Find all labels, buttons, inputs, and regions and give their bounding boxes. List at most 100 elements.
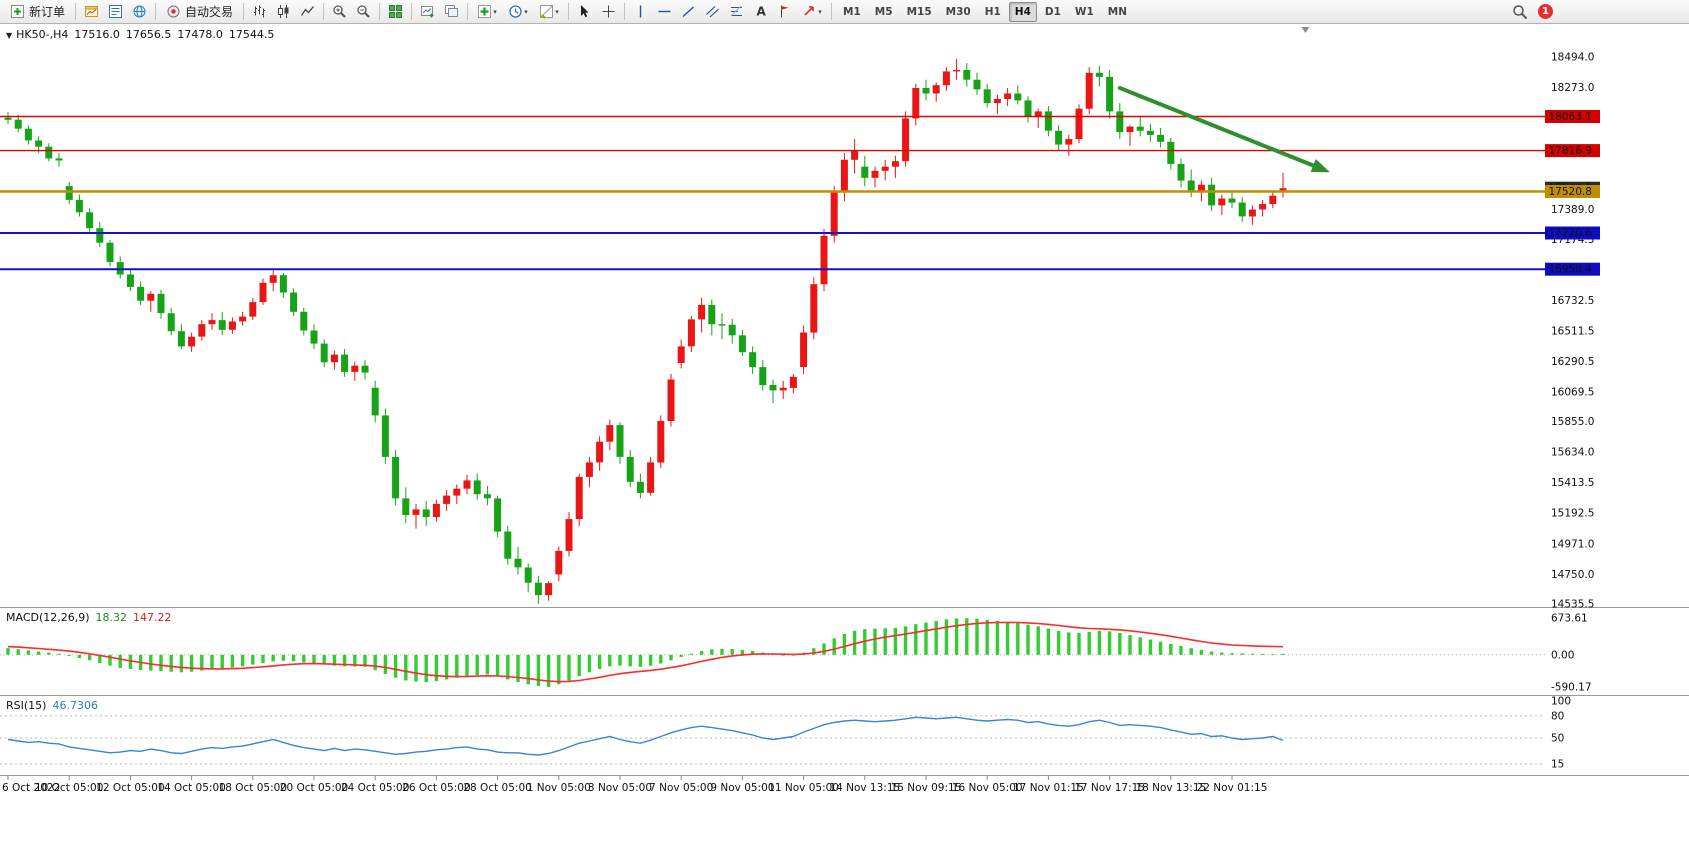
- svg-text:15413.5: 15413.5: [1551, 477, 1594, 489]
- chevron-down-icon: ▾: [493, 7, 497, 16]
- svg-text:18494.0: 18494.0: [1551, 52, 1594, 64]
- svg-text:15: 15: [1551, 758, 1564, 770]
- timeframe-button-m15[interactable]: M15: [901, 2, 938, 22]
- svg-text:16290.5: 16290.5: [1551, 356, 1594, 368]
- separator: [624, 3, 626, 20]
- svg-text:14 Oct 05:00: 14 Oct 05:00: [157, 782, 225, 794]
- new-order-icon: [11, 5, 24, 18]
- indicators-plus-icon: [478, 5, 492, 18]
- tile-windows-icon: [389, 5, 403, 18]
- svg-text:20 Oct 05:00: 20 Oct 05:00: [280, 782, 348, 794]
- svg-text:18063.1: 18063.1: [1549, 111, 1592, 123]
- collapse-arrow-icon[interactable]: ▼: [6, 31, 13, 40]
- periods-button[interactable]: ▾: [503, 1, 533, 23]
- trendline-button[interactable]: [677, 1, 700, 23]
- search-button[interactable]: [1508, 1, 1531, 23]
- svg-text:24 Oct 05:00: 24 Oct 05:00: [341, 782, 409, 794]
- rsi-value: 46.7306: [52, 699, 98, 712]
- crosshair-button[interactable]: [597, 1, 620, 23]
- svg-text:9 Nov 05:00: 9 Nov 05:00: [710, 782, 774, 794]
- macd-label: MACD(12,26,9) 18.32 147.22: [6, 611, 178, 624]
- label-tool-button[interactable]: [773, 1, 796, 23]
- bar-chart-button[interactable]: [248, 1, 271, 23]
- rsi-label: RSI(15) 46.7306: [6, 699, 104, 712]
- notification-badge[interactable]: 1: [1538, 4, 1553, 19]
- svg-text:14 Nov 13:15: 14 Nov 13:15: [829, 782, 900, 794]
- separator: [379, 3, 381, 20]
- channel-icon: [706, 6, 719, 18]
- timeframe-button-h4[interactable]: H4: [1008, 1, 1037, 22]
- timeframe-button-mn[interactable]: MN: [1102, 2, 1133, 22]
- timeframe-button-w1[interactable]: W1: [1069, 2, 1100, 22]
- chart-title-bar: ▼ HK50-,H4 17516.0 17656.5 17478.0 17544.5: [6, 28, 280, 41]
- search-icon: [1512, 4, 1527, 19]
- svg-text:15 Nov 09:15: 15 Nov 09:15: [891, 782, 962, 794]
- line-chart-button[interactable]: [296, 1, 319, 23]
- macd-panel: 673.61 0.00 -590.17: [0, 613, 1592, 694]
- horizontal-line-button[interactable]: [653, 1, 676, 23]
- candles-group: [4, 58, 1287, 604]
- new-chart-button[interactable]: [416, 1, 439, 23]
- separator: [155, 3, 157, 20]
- chevron-down-icon: ▾: [524, 7, 528, 16]
- cursor-button[interactable]: [573, 1, 596, 23]
- svg-text:17 Nov 01:15: 17 Nov 01:15: [1013, 782, 1084, 794]
- text-tool-button[interactable]: A: [749, 1, 772, 23]
- shift-marker-icon: [1301, 27, 1310, 33]
- svg-text:6 Oct 2022: 6 Oct 2022: [2, 782, 60, 794]
- new-chart-icon: [421, 6, 434, 18]
- tile-windows-button[interactable]: [384, 1, 407, 23]
- autotrade-button[interactable]: 自动交易: [160, 1, 239, 23]
- svg-text:26 Oct 05:00: 26 Oct 05:00: [402, 782, 470, 794]
- separator: [831, 3, 833, 20]
- svg-text:80: 80: [1551, 710, 1564, 722]
- svg-text:14971.0: 14971.0: [1551, 538, 1594, 550]
- svg-text:-590.17: -590.17: [1551, 682, 1592, 694]
- fibonacci-button[interactable]: [725, 1, 748, 23]
- autotrade-icon: [167, 5, 180, 18]
- svg-text:A: A: [757, 5, 767, 19]
- charts-window-button[interactable]: [80, 1, 103, 23]
- svg-text:17220.6: 17220.6: [1549, 228, 1593, 240]
- svg-text:18 Oct 05:00: 18 Oct 05:00: [219, 782, 287, 794]
- market-watch-button[interactable]: [104, 1, 127, 23]
- zoom-out-button[interactable]: [352, 1, 375, 23]
- svg-text:7 Nov 05:00: 7 Nov 05:00: [649, 782, 713, 794]
- price-axis: 18494.018273.017389.017174.516732.516511…: [1545, 52, 1600, 611]
- timeframe-button-m1[interactable]: M1: [837, 2, 867, 22]
- vertical-line-button[interactable]: [629, 1, 652, 23]
- chart-profiles-button[interactable]: [440, 1, 463, 23]
- zoom-in-button[interactable]: [328, 1, 351, 23]
- horizontal-line-icon: [658, 10, 671, 13]
- svg-text:50: 50: [1551, 733, 1564, 745]
- toolbar: 新订单 自动交易: [0, 0, 1689, 24]
- autotrade-label: 自动交易: [185, 5, 234, 19]
- timeframe-button-h1[interactable]: H1: [979, 2, 1007, 22]
- channel-button[interactable]: [701, 1, 724, 23]
- svg-text:16 Nov 05:00: 16 Nov 05:00: [952, 782, 1023, 794]
- fibonacci-icon: [730, 5, 743, 17]
- svg-text:14535.5: 14535.5: [1551, 599, 1594, 611]
- candlestick-chart-button[interactable]: [272, 1, 295, 23]
- separator: [467, 3, 469, 20]
- bar-chart-icon: [254, 5, 266, 18]
- candlestick-chart-icon: [278, 5, 289, 18]
- templates-button[interactable]: ▾: [534, 1, 564, 23]
- indicators-button[interactable]: ▾: [472, 1, 502, 23]
- navigator-button[interactable]: [128, 1, 151, 23]
- timeframe-group: M1 M5 M15 M30 H1 H4 D1 W1 MN: [836, 1, 1134, 22]
- arrow-objects-button[interactable]: ▾: [797, 1, 827, 23]
- svg-text:11 Nov 05:00: 11 Nov 05:00: [768, 782, 839, 794]
- timeframe-button-m30[interactable]: M30: [940, 2, 977, 22]
- timeframe-button-d1[interactable]: D1: [1039, 2, 1067, 22]
- new-order-button[interactable]: 新订单: [4, 1, 71, 23]
- panel-separators: [0, 607, 1689, 776]
- svg-text:15634.0: 15634.0: [1551, 447, 1594, 459]
- timeframe-button-m5[interactable]: M5: [869, 2, 899, 22]
- svg-text:0.00: 0.00: [1551, 649, 1574, 661]
- separator: [411, 3, 413, 20]
- svg-text:22 Nov 01:15: 22 Nov 01:15: [1197, 782, 1268, 794]
- horizontal-lines: [0, 115, 1545, 271]
